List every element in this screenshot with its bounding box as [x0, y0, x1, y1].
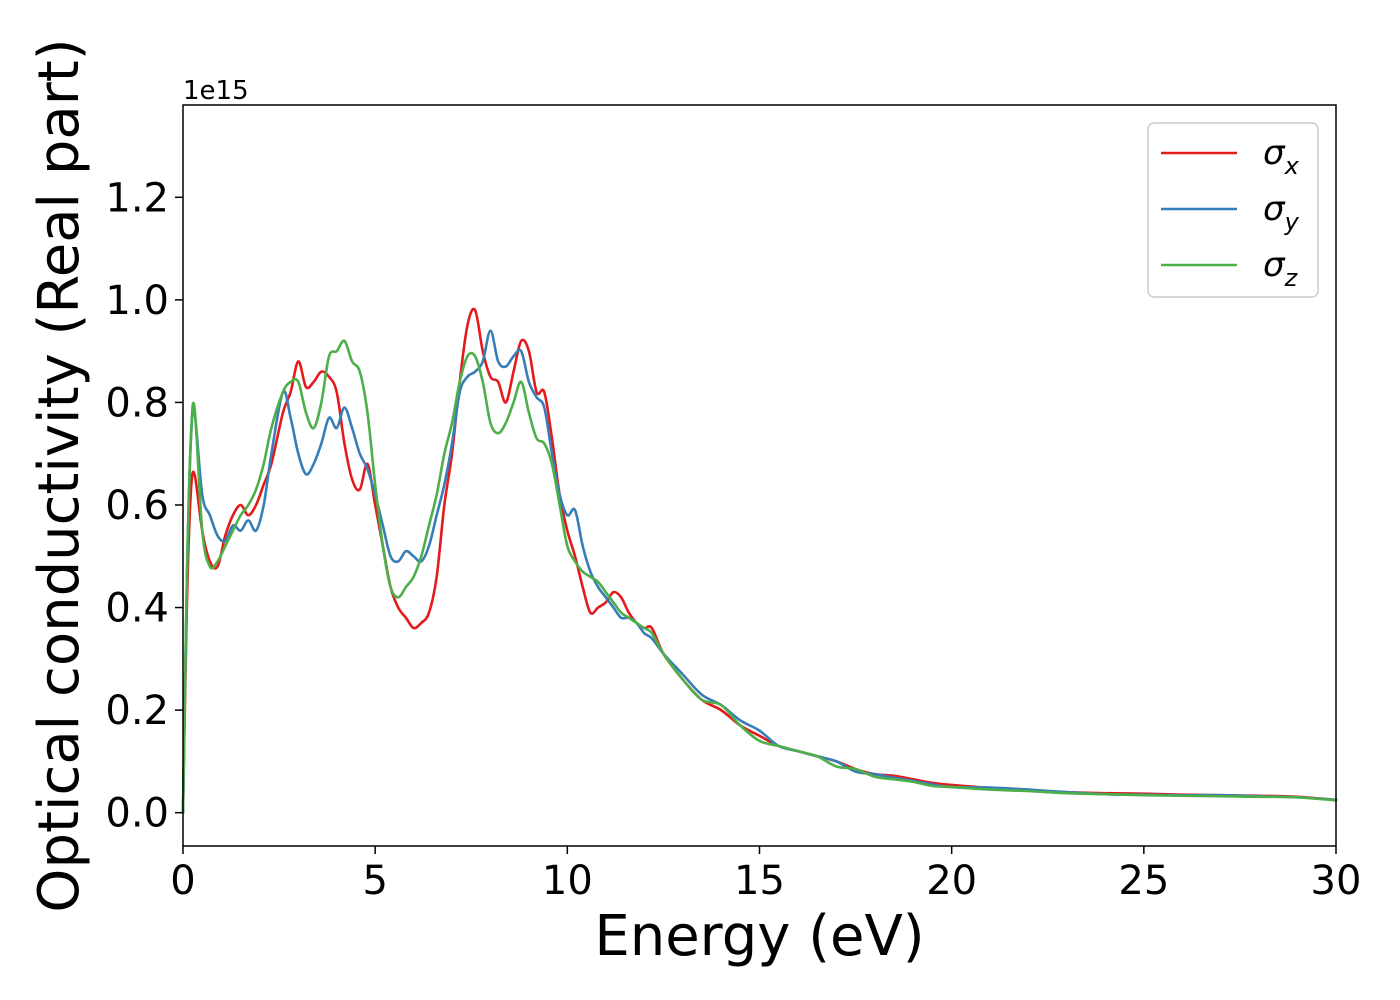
x-tick-label: 30 — [1311, 858, 1362, 904]
series-line-x — [181, 307, 1338, 814]
x-tick-label: 10 — [542, 858, 593, 904]
legend-label-y: σy — [1263, 189, 1300, 236]
y-tick-label: 1.2 — [105, 175, 169, 221]
series-line-y — [181, 329, 1338, 814]
x-tick-label: 25 — [1118, 858, 1169, 904]
x-axis-title: Energy (eV) — [594, 904, 924, 969]
x-axis: 0 5 10 15 20 25 30 — [170, 846, 1361, 904]
legend-label-x: σx — [1263, 133, 1300, 180]
y-tick-label: 0.6 — [105, 483, 169, 529]
y-tick-label: 1.0 — [105, 278, 169, 324]
series-line-z — [181, 339, 1338, 814]
y-scale-offset-label: 1e15 — [183, 76, 249, 106]
x-tick-label: 20 — [926, 858, 977, 904]
x-tick-label: 0 — [170, 858, 195, 904]
y-axis: 0.0 0.2 0.4 0.6 0.8 1.0 1.2 — [105, 175, 183, 837]
x-tick-label: 15 — [734, 858, 785, 904]
y-axis-title: Optical conductivity (Real part) — [27, 38, 92, 912]
y-tick-label: 0.4 — [105, 586, 169, 632]
y-tick-label: 0.8 — [105, 380, 169, 426]
x-tick-label: 5 — [362, 858, 387, 904]
y-tick-label: 0.0 — [105, 791, 169, 837]
series-layer — [181, 307, 1338, 814]
y-tick-label: 0.2 — [105, 688, 169, 734]
